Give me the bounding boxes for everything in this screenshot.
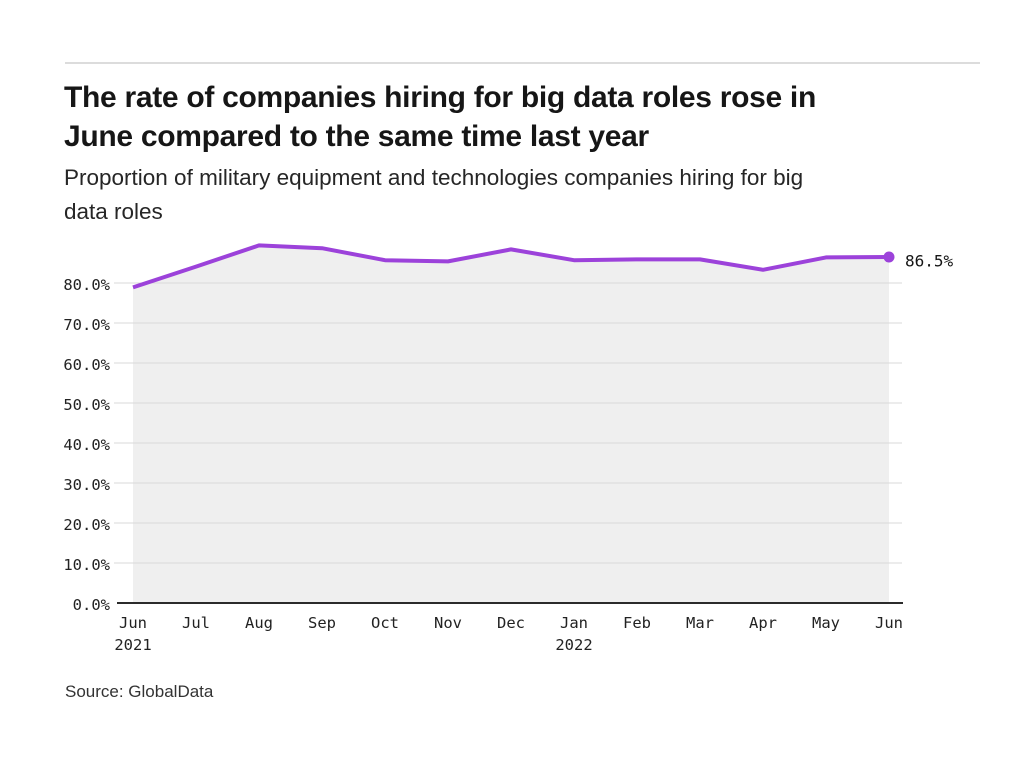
y-axis-tick-label: 70.0% bbox=[63, 316, 110, 334]
source-label: Source: GlobalData bbox=[65, 682, 214, 701]
page-title-line-1: The rate of companies hiring for big dat… bbox=[64, 81, 816, 114]
y-axis-tick-label: 80.0% bbox=[63, 276, 110, 294]
area-fill bbox=[133, 245, 889, 603]
y-axis-tick-label: 30.0% bbox=[63, 476, 110, 494]
trend-line bbox=[132, 243, 890, 290]
x-axis-tick-label: Sep bbox=[308, 614, 336, 632]
y-axis-tick-label: 50.0% bbox=[63, 396, 110, 414]
x-axis-tick-label: Jun bbox=[119, 614, 147, 632]
header-divider bbox=[65, 62, 980, 64]
x-axis-tick-label: May bbox=[812, 614, 840, 632]
y-axis-tick-label: 0.0% bbox=[73, 596, 111, 614]
chart-subtitle-line-1: Proportion of military equipment and tec… bbox=[64, 165, 804, 190]
end-value-label: 86.5% bbox=[905, 252, 954, 271]
x-axis-tick-label: Jan bbox=[560, 614, 588, 632]
y-axis-tick-label: 40.0% bbox=[63, 436, 110, 454]
x-axis-tick-label: Aug bbox=[245, 614, 273, 632]
y-axis-tick-label: 60.0% bbox=[63, 356, 110, 374]
chart-subtitle-line-2: data roles bbox=[64, 199, 163, 224]
x-axis-tick-label: Dec bbox=[497, 614, 525, 632]
x-axis-tick-label: Apr bbox=[749, 614, 777, 632]
x-axis-tick-label: Jul bbox=[182, 614, 210, 632]
x-axis-tick-label: Mar bbox=[686, 614, 714, 632]
page-title-line-2: June compared to the same time last year bbox=[64, 120, 649, 153]
x-axis-year-label: 2021 bbox=[114, 636, 151, 654]
x-axis-tick-label: Feb bbox=[623, 614, 651, 632]
x-axis-tick-label: Oct bbox=[371, 614, 399, 632]
x-axis-year-label: 2022 bbox=[555, 636, 592, 654]
x-axis-tick-label: Nov bbox=[434, 614, 462, 632]
y-axis-tick-label: 10.0% bbox=[63, 556, 110, 574]
x-axis-tick-label: Jun bbox=[875, 614, 903, 632]
end-point-marker bbox=[883, 251, 895, 263]
chart-subtitle: Proportion of military equipment and tec… bbox=[64, 161, 984, 229]
page-title: The rate of companies hiring for big dat… bbox=[64, 78, 964, 156]
y-axis-tick-label: 20.0% bbox=[63, 516, 110, 534]
